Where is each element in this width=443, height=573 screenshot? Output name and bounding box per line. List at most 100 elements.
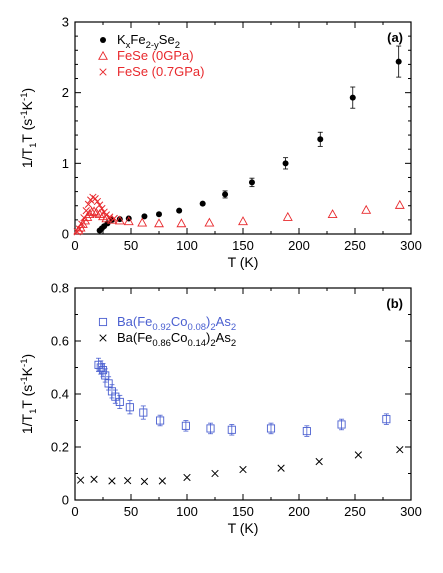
legend-part: Co (171, 330, 188, 345)
y-title-part: 1/T (19, 147, 35, 168)
legend-part: ) (206, 314, 210, 329)
series-2 (73, 199, 405, 235)
data-point (282, 160, 289, 167)
data-point (156, 211, 162, 218)
x-tick-label: 300 (400, 238, 422, 253)
data-point (239, 465, 247, 474)
legend-entry: KxFe2-ySe2 (117, 32, 180, 51)
data-point (282, 211, 293, 221)
legend-entry: Ba(Fe0.86Co0.14)2As2 (117, 330, 236, 349)
legend-part: As (216, 314, 232, 329)
data-point (315, 457, 323, 466)
legend-part: Se (159, 32, 175, 47)
data-point (211, 469, 219, 478)
legend-part: FeSe (0GPa) (117, 48, 194, 63)
legend-marker (99, 334, 107, 342)
legend-marker (99, 68, 107, 76)
legend-entry: FeSe (0.7GPa) (117, 64, 204, 79)
y-title-superscript: -1 (19, 376, 30, 384)
y-tick-label: 3 (62, 15, 69, 30)
panel-label: (a) (387, 30, 403, 45)
data-point (98, 204, 106, 213)
legend-part: Ba(Fe (117, 330, 152, 345)
legend-subscript: 2 (175, 40, 180, 51)
legend-subscript: 2-y (146, 40, 159, 51)
x-tick-label: 0 (71, 504, 78, 519)
y-title-superscript: -1 (19, 359, 30, 367)
data-point (199, 200, 206, 207)
data-point (277, 464, 285, 472)
y-title-superscript: -1 (19, 93, 30, 101)
legend-subscript: 0.14 (188, 338, 207, 349)
data-point (123, 216, 134, 226)
data-point (137, 217, 148, 227)
legend-subscript: 0.86 (152, 338, 171, 349)
data-point (116, 216, 123, 223)
data-point (111, 392, 120, 401)
y-tick-label: 0.6 (51, 334, 69, 349)
legend-subscript: 2 (231, 322, 236, 333)
data-point (75, 225, 84, 233)
legend-subscript: 2 (210, 322, 215, 333)
y-title-part: 1/T (19, 413, 35, 434)
data-point (395, 58, 402, 65)
data-point (156, 416, 165, 425)
data-point (206, 424, 215, 433)
x-tick-label: 100 (176, 238, 198, 253)
y-title-subscript: 1 (28, 143, 39, 148)
legend-part: Co (171, 314, 188, 329)
data-point (181, 421, 190, 430)
data-point (114, 215, 125, 225)
data-point (248, 179, 255, 186)
series-3 (73, 193, 118, 236)
x-tick-label: 250 (344, 238, 366, 253)
legend-subscript: 2 (231, 338, 236, 349)
data-point (394, 199, 405, 209)
data-point (354, 451, 363, 459)
y-title-superscript: -1 (19, 110, 30, 118)
data-point (90, 475, 98, 483)
legend-part: Ba(Fe (117, 314, 152, 329)
legend-marker (100, 37, 106, 43)
x-tick-label: 150 (232, 504, 254, 519)
legend-part: ) (206, 330, 210, 345)
legend-entry: FeSe (0GPa) (117, 48, 194, 63)
data-point (89, 206, 100, 216)
y-tick-label: 1 (62, 156, 69, 171)
legend-subscript: 0.08 (188, 322, 207, 333)
data-point (93, 197, 102, 206)
series-1 (96, 45, 402, 234)
panel-label: (b) (386, 296, 403, 311)
data-point (238, 216, 248, 226)
data-point (115, 397, 124, 407)
data-point (106, 214, 117, 224)
x-tick-label: 250 (344, 504, 366, 519)
data-point (204, 217, 215, 227)
y-tick-label: 0.2 (51, 440, 69, 455)
data-point (139, 408, 148, 417)
legend-part: Fe (130, 32, 145, 47)
data-point (82, 207, 90, 215)
y-axis-title: 1/T1T (s-1K-1) (19, 88, 39, 168)
x-tick-label: 100 (176, 504, 198, 519)
data-point (176, 218, 187, 228)
data-point (222, 191, 229, 198)
legend-subscript: 0.92 (152, 322, 171, 333)
data-point (176, 207, 183, 214)
data-point (266, 424, 276, 433)
data-point (382, 415, 391, 424)
data-point (154, 218, 164, 228)
legend-part: As (216, 330, 232, 345)
data-point (227, 425, 236, 434)
y-tick-label: 0.4 (51, 387, 69, 402)
data-point (106, 213, 114, 221)
data-point (327, 209, 338, 219)
data-point (108, 477, 116, 485)
data-point (317, 136, 324, 143)
data-point (98, 366, 108, 375)
x-tick-label: 150 (232, 238, 254, 253)
y-title-part: K (19, 100, 35, 110)
